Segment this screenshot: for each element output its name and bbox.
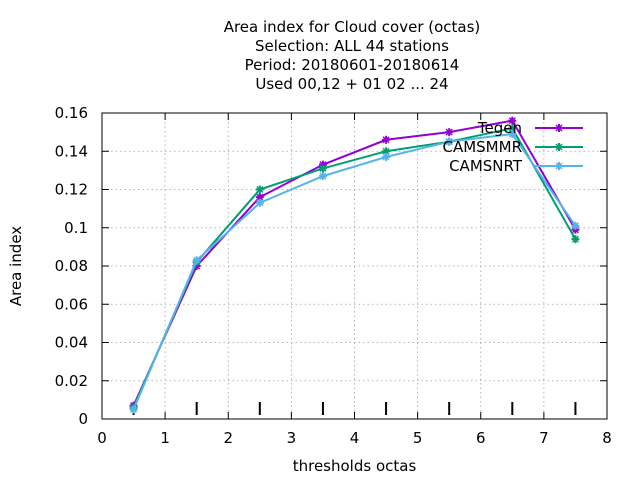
marker-stroke — [256, 199, 264, 207]
x-tick-label: 1 — [160, 429, 170, 447]
marker-stroke — [508, 117, 516, 125]
x-axis-label: thresholds octas — [293, 457, 417, 475]
x-tick-label: 4 — [350, 429, 360, 447]
legend-label-tegen: Tegen — [477, 119, 522, 137]
chart-title: Area index for Cloud cover (octas)Select… — [224, 18, 481, 93]
x-tick-label: 8 — [602, 429, 612, 447]
x-tick-label: 5 — [413, 429, 423, 447]
title-line-1: Area index for Cloud cover (octas) — [224, 18, 481, 36]
y-tick-label: 0 — [78, 410, 88, 428]
marker-stroke — [508, 124, 516, 132]
marker-stroke — [256, 185, 264, 194]
y-tick-label: 0.04 — [55, 334, 88, 352]
marker-stroke — [571, 222, 579, 230]
y-tick-label: 0.1 — [64, 219, 88, 237]
y-tick-labels: 0 0.02 0.04 0.06 0.08 0.1 0.12 0.14 0.16 — [55, 104, 88, 428]
y-tick-label: 0.12 — [55, 181, 88, 199]
series-point-tegen — [382, 135, 391, 144]
y-tick-label: 0.14 — [55, 142, 88, 160]
series-lines — [129, 116, 580, 414]
marker-stroke — [445, 138, 453, 146]
series-point-camsnrt — [255, 198, 264, 207]
marker-stroke — [382, 153, 390, 161]
x-tick-label: 6 — [476, 429, 486, 447]
series-point-camsnrt — [192, 256, 201, 265]
y-tick-label: 0.16 — [55, 104, 88, 122]
y-tick-label: 0.02 — [55, 372, 88, 390]
marker-stroke — [130, 405, 138, 413]
series-point-camsnrt — [571, 221, 580, 230]
x-tick-labels: 0 1 2 3 4 5 6 7 8 — [97, 429, 612, 447]
x-tick-label: 7 — [539, 429, 549, 447]
series-line-camsnrt — [132, 132, 577, 410]
legend-label-camsmmr: CAMSMMR — [442, 138, 522, 156]
title-line-3: Period: 20180601-20180614 — [245, 56, 460, 74]
legend-marker-camsmmr — [555, 143, 563, 151]
x-tick-label: 2 — [223, 429, 233, 447]
series-point-camsnrt — [508, 130, 517, 139]
series-point-camsnrt — [382, 152, 391, 161]
x-tick-label: 0 — [97, 429, 107, 447]
legend-marker-tegen — [555, 124, 563, 132]
marker-stroke — [193, 256, 201, 264]
series-point-camsmmr — [571, 235, 580, 244]
series-line-tegen — [132, 119, 577, 407]
marker-stroke — [319, 164, 327, 172]
grid — [102, 113, 607, 419]
marker-stroke — [382, 147, 390, 155]
y-tick-label: 0.06 — [55, 295, 88, 313]
marker-stroke — [555, 143, 563, 151]
series-point-camsmmr — [318, 164, 327, 173]
series-point-tegen — [508, 116, 517, 125]
marker-stroke — [555, 162, 563, 170]
series-point-camsmmr — [255, 185, 264, 194]
series-point-camsnrt — [445, 137, 454, 146]
marker-stroke — [256, 193, 264, 201]
series-point-camsnrt — [129, 405, 138, 414]
legend-label-camsnrt: CAMSNRT — [449, 157, 523, 175]
marker-stroke — [508, 130, 516, 138]
title-line-2: Selection: ALL 44 stations — [255, 37, 449, 55]
series-point-camsnrt — [318, 172, 327, 181]
marker-stroke — [571, 235, 579, 243]
marker-stroke — [555, 124, 563, 132]
series-point-tegen — [445, 128, 454, 137]
marker-stroke — [445, 128, 453, 136]
x-tick-label: 3 — [287, 429, 297, 447]
marker-stroke — [319, 172, 327, 180]
title-line-4: Used 00,12 + 01 02 ... 24 — [255, 75, 448, 93]
y-axis-label: Area index — [7, 226, 25, 306]
y-tick-label: 0.08 — [55, 257, 88, 275]
legend-marker-camsnrt — [555, 162, 563, 170]
marker-stroke — [382, 136, 390, 144]
